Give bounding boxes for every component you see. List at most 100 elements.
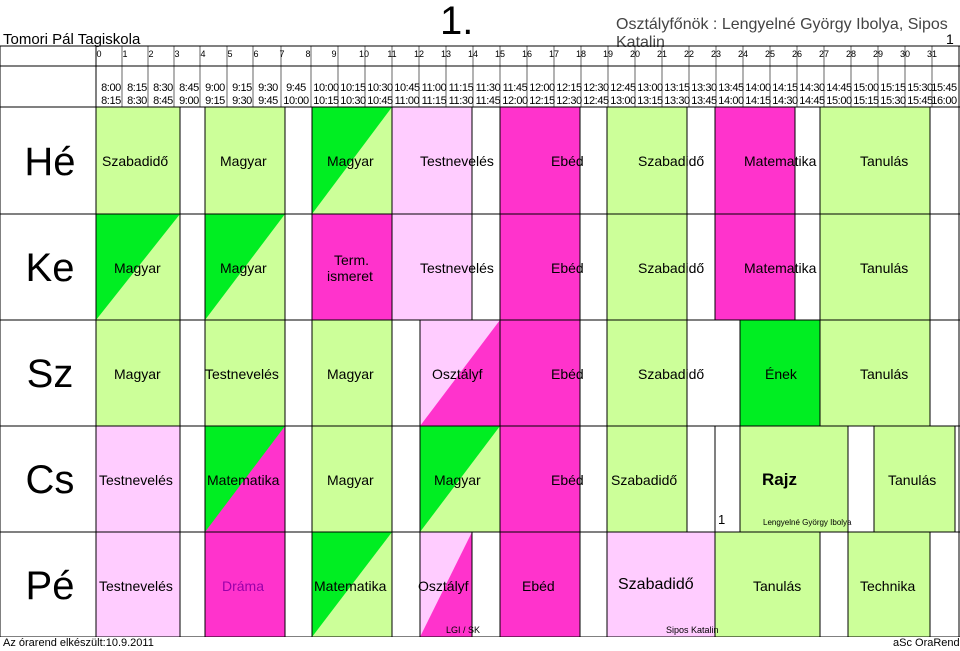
cell-bg [312,214,392,320]
room-teacher: Lengyelné György Ibolya [763,518,852,527]
lesson-cell[interactable]: Rajz [762,470,797,489]
time-end: 15:00 [826,95,852,107]
time-end: 10:00 [283,95,309,107]
lesson-cell[interactable]: Ebéd [551,472,584,488]
lesson-cell[interactable]: Testnevelés [420,153,494,169]
time-start: 15:15 [880,82,906,94]
lesson-cell[interactable]: Magyar [327,366,374,382]
time-start: 11:15 [448,82,474,94]
lesson-cell[interactable]: Magyar [114,260,161,276]
time-end: 15:45 [907,95,933,107]
lesson-cell[interactable]: Testnevelés [420,260,494,276]
lesson-cell[interactable]: Szabadidő [638,260,705,276]
lesson-cell[interactable]: Ebéd [522,578,555,594]
lesson-note: LGI / SK [446,625,481,635]
time-end: 10:30 [340,95,366,107]
teachers-title: Osztályfőnök : Lengyelné György Ibolya, … [616,16,948,51]
cell-bg [205,320,285,426]
cell-bg [500,426,580,532]
time-start: 9:15 [232,82,252,94]
lesson-cell[interactable]: Magyar [327,472,374,488]
time-start: 13:30 [691,82,717,94]
lesson-cell[interactable]: Matematika [744,153,817,169]
lesson-cell[interactable]: Osztályf [432,366,483,382]
cell-bg [820,107,930,214]
cell-split [312,107,392,214]
time-start: 8:30 [153,82,173,94]
cell-bg [96,107,180,214]
lesson-cell[interactable]: Testnevelés [205,366,279,382]
period-number: 0 [96,49,102,59]
lesson-cell[interactable]: Matematika [207,472,280,488]
lesson-cell[interactable]: Szabadidő [618,576,694,593]
cell-split [205,214,285,320]
lesson-cell[interactable]: Ének [765,366,797,382]
lesson-cell[interactable]: Ebéd [551,366,584,382]
cell-bg [500,214,580,320]
cell-bg [312,426,392,532]
lesson-cell[interactable]: Osztályf [418,578,469,594]
lesson-cell[interactable]: Tanulás [860,366,909,382]
lesson-cell[interactable]: Tanulás [753,578,802,594]
cell-bg [96,532,180,637]
time-end: 14:15 [745,95,771,107]
lesson-cell[interactable]: Tanulás [860,260,909,276]
time-end: 16:00 [931,95,957,107]
lesson-cell[interactable]: Matematika [744,260,817,276]
time-end: 8:15 [101,95,121,107]
time-start: 11:00 [421,82,447,94]
class-number: 1. [440,0,474,43]
cell-split [96,214,180,320]
lesson-cell[interactable]: Szabadidő [611,472,678,488]
lesson-cell[interactable]: Matematika [314,578,387,594]
lesson-cell[interactable]: Ebéd [551,260,584,276]
lesson-cell[interactable]: ismeret [327,268,373,284]
time-start: 9:00 [205,82,225,94]
cell-bg [500,320,580,426]
lesson-cell[interactable]: Szabadidő [102,153,169,169]
lesson-cell[interactable]: Magyar [327,153,374,169]
cell-bg [715,532,820,637]
time-start: 9:30 [258,82,278,94]
lesson-cell[interactable]: Magyar [220,260,267,276]
time-start: 14:00 [745,82,771,94]
lesson-cell[interactable]: Tanulás [888,472,937,488]
day-label-wednesday: Sz [26,352,74,396]
lesson-cell[interactable]: Tanulás [860,153,909,169]
time-start: 11:45 [502,82,528,94]
cell-bg [874,426,955,532]
time-start: 10:15 [340,82,366,94]
lesson-cell[interactable]: Testnevelés [99,472,173,488]
time-end: 10:15 [313,95,339,107]
day-label-monday: Hé [24,140,76,184]
time-end: 8:30 [127,95,147,107]
timetable-grid [0,45,960,637]
lesson-cell[interactable]: Dráma [222,578,265,594]
time-start: 14:30 [799,82,825,94]
room-number: 1 [718,512,726,527]
lesson-cell[interactable]: Ebéd [551,153,584,169]
time-end: 8:45 [153,95,173,107]
lesson-cell[interactable]: Szabadidő [638,153,705,169]
cell-bg [500,532,580,637]
lesson-cell[interactable]: Technika [860,578,916,594]
time-start: 10:00 [313,82,339,94]
time-start: 12:30 [583,82,609,94]
cell-bg [392,107,472,214]
time-end: 12:45 [583,95,609,107]
cell-bg [607,426,687,532]
time-end: 12:15 [529,95,555,107]
lesson-cell[interactable]: Magyar [434,472,481,488]
cell-bg [715,107,795,214]
lesson-note: Sipos Katalin [666,625,719,635]
lesson-cell[interactable]: Term. [334,252,369,268]
time-end: 10:45 [367,95,393,107]
lesson-cell[interactable]: Magyar [114,366,161,382]
time-start: 14:15 [772,82,798,94]
time-end: 9:30 [232,95,252,107]
lesson-cell[interactable]: Testnevelés [99,578,173,594]
period-number: 5 [227,49,233,59]
lesson-cell[interactable]: Szabadidő [638,366,705,382]
school-name: Tomori Pál Tagiskola [3,31,141,48]
lesson-cell[interactable]: Magyar [220,153,267,169]
